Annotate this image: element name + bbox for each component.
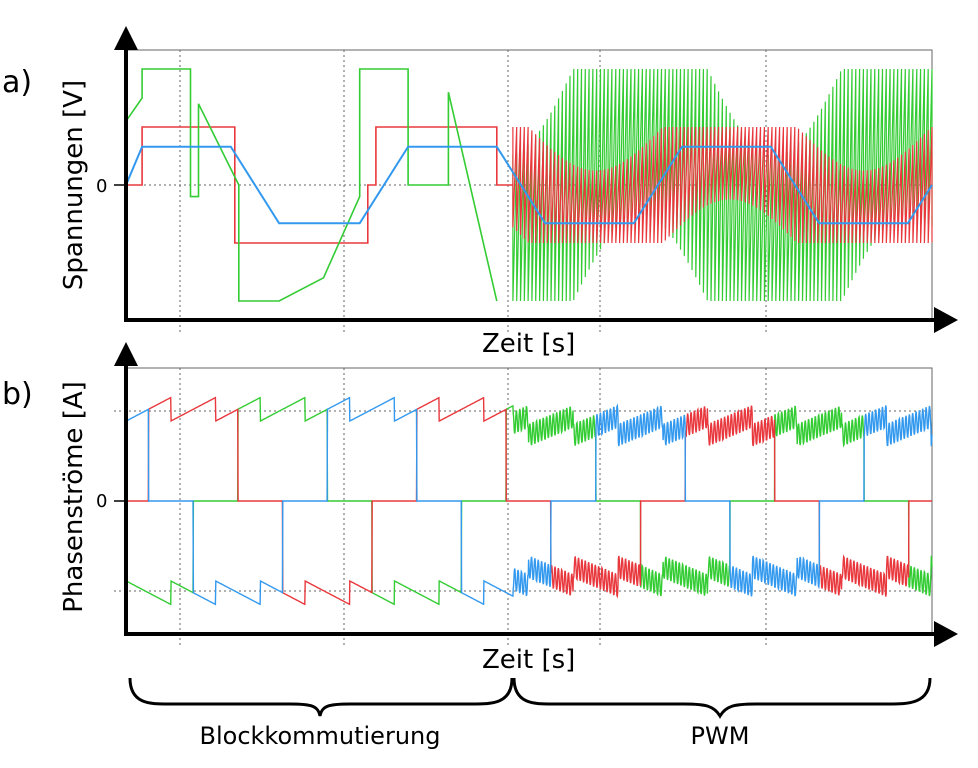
series-a-blue-line [125,145,933,225]
section-label-pwm: PWM [691,722,750,750]
panel-b-xlabel: Zeit [s] [482,645,575,675]
brace-blockkommutierung [128,677,514,717]
section-braces: Blockkommutierung PWM [128,677,932,750]
panel-b-series [125,396,933,606]
panel-b-zero-tick: 0 [96,491,107,512]
series-b-red-line [126,396,932,606]
panel-a-xlabel: Zeit [s] [482,329,575,359]
panel-b-tag: b) [2,377,33,412]
series-a-red-pwm [512,126,933,244]
panel-b-ylabel: Phasenströme [A] [59,381,89,613]
panel-a-zero-tick: 0 [96,176,107,197]
panel-b-y-arrow-icon [114,342,138,366]
series-b-green-line [125,396,933,606]
section-label-blockkommutierung: Blockkommutierung [200,722,441,750]
series-b-blue-line [125,396,933,606]
panel-a-tag: a) [2,65,32,100]
panel-a-x-arrow-icon [934,307,958,333]
panel-a-y-arrow-icon [114,26,138,50]
panel-a-series [125,68,933,302]
series-a-red-line [126,126,513,244]
panel-b: b) 0 Zeit [s] Phasenströme [A] [2,342,958,675]
panel-a-ylabel: Spannungen [V] [59,80,89,290]
panel-b-x-arrow-icon [934,621,958,647]
brace-pwm [512,677,932,719]
panel-a: a) 0 Zeit [s] Spannungen [V] [2,26,958,359]
series-a-green-line [125,68,498,302]
